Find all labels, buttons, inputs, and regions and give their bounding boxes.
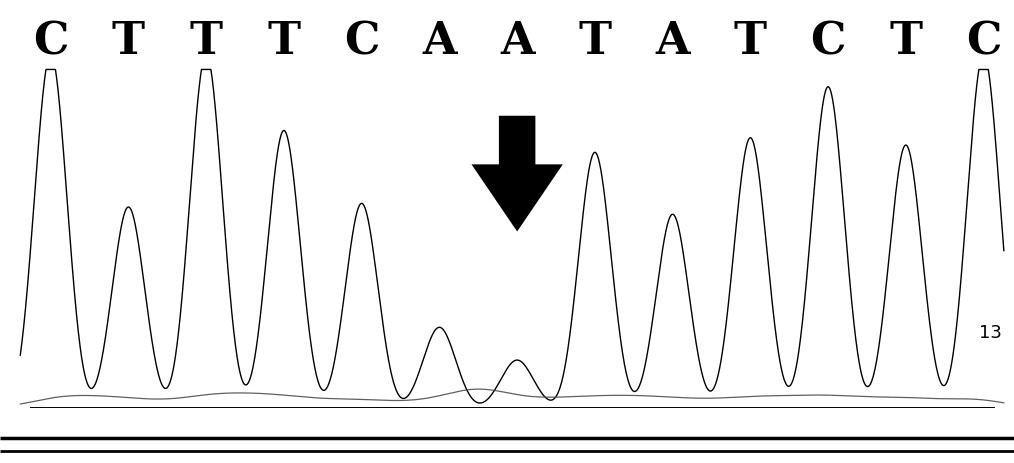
Text: T: T [112,20,145,63]
Text: C: C [966,20,1001,63]
Text: C: C [810,20,846,63]
Text: C: C [344,20,379,63]
Text: 13: 13 [979,324,1002,342]
Text: A: A [500,20,534,63]
Text: A: A [655,20,690,63]
Text: T: T [190,20,223,63]
Polygon shape [472,116,563,232]
Text: T: T [734,20,767,63]
Text: C: C [33,20,68,63]
Text: T: T [268,20,300,63]
Text: T: T [889,20,923,63]
Text: A: A [422,20,456,63]
Text: T: T [578,20,611,63]
